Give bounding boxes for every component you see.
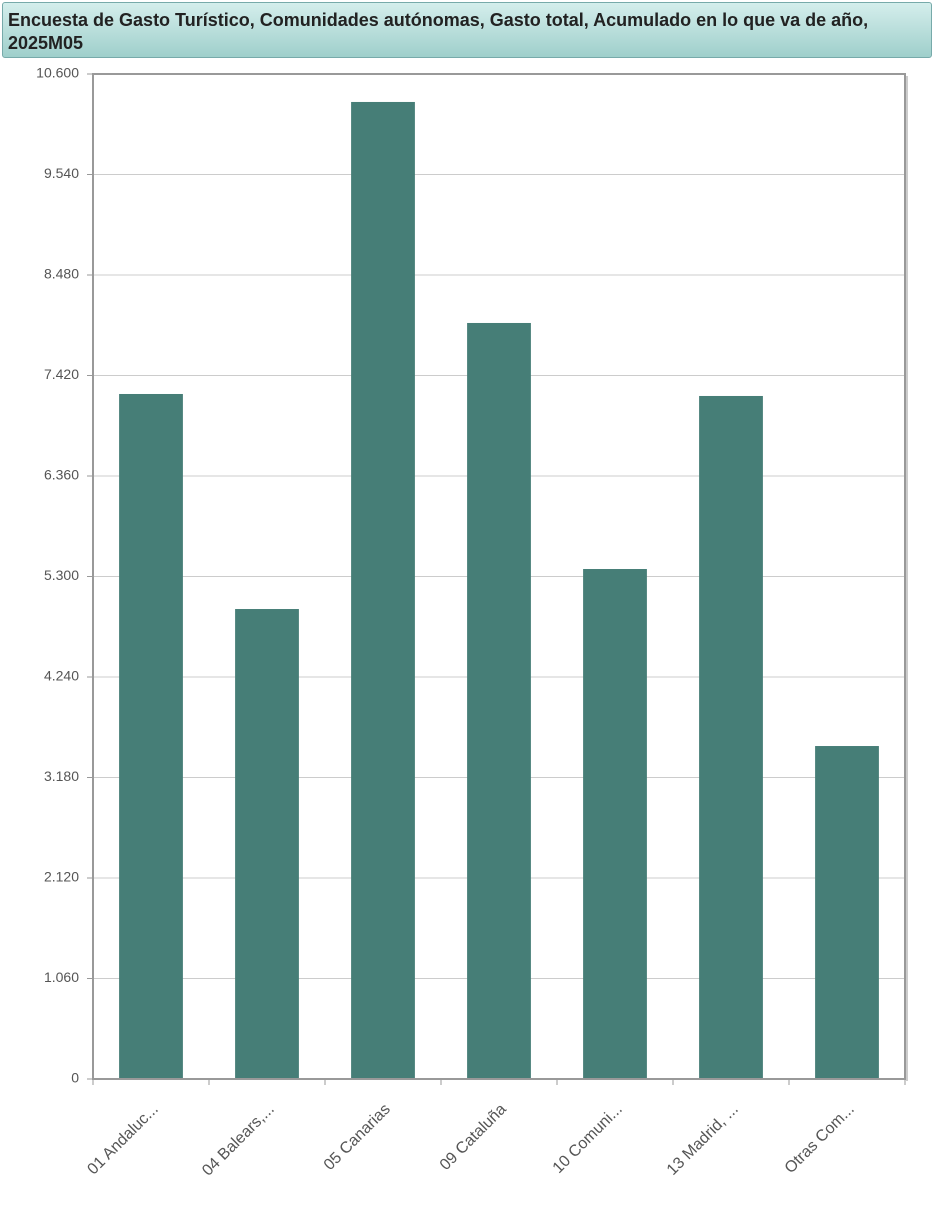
plot-border — [92, 73, 906, 1080]
x-label: 05 Canarias — [321, 1101, 394, 1174]
y-tick-label: 8.480 — [44, 266, 79, 282]
bar — [815, 746, 879, 1079]
y-tick-label: 6.360 — [44, 467, 79, 483]
x-tick-label: 01 Andaluc... — [84, 1101, 161, 1178]
chart-title: Encuesta de Gasto Turístico, Comunidades… — [2, 2, 932, 58]
x-tick-label: 10 Comuni... — [550, 1101, 626, 1177]
x-tick-label: Otras Com... — [782, 1101, 858, 1177]
y-tick-label: 0 — [71, 1070, 79, 1086]
bar — [351, 101, 415, 1079]
bar — [467, 322, 531, 1080]
bar — [119, 393, 183, 1079]
x-label: 09 Cataluña — [437, 1101, 510, 1174]
y-tick-label: 5.300 — [44, 567, 79, 583]
x-tick-label: 05 Canarias — [321, 1101, 394, 1174]
y-tick-label: 2.120 — [44, 869, 79, 885]
x-label: Otras Com... — [782, 1101, 858, 1177]
y-tick-label: 1.060 — [44, 969, 79, 985]
x-tick-label: 09 Cataluña — [437, 1101, 510, 1174]
x-label: 01 Andaluc... — [84, 1101, 161, 1178]
y-tick-label: 3.180 — [44, 768, 79, 784]
bar — [699, 395, 763, 1079]
x-tick-label: 04 Balears,... — [199, 1101, 278, 1180]
y-tick-label: 9.540 — [44, 165, 79, 181]
y-tick-label: 10.600 — [36, 65, 79, 81]
x-label: 13 Madrid, ... — [664, 1101, 742, 1179]
x-label: 10 Comuni... — [550, 1101, 626, 1177]
y-tick-label: 7.420 — [44, 366, 79, 382]
x-tick-label: 13 Madrid, ... — [664, 1101, 742, 1179]
bar — [583, 569, 647, 1079]
y-tick-label: 4.240 — [44, 668, 79, 684]
bar — [235, 609, 299, 1079]
x-label: 04 Balears,... — [199, 1101, 278, 1180]
